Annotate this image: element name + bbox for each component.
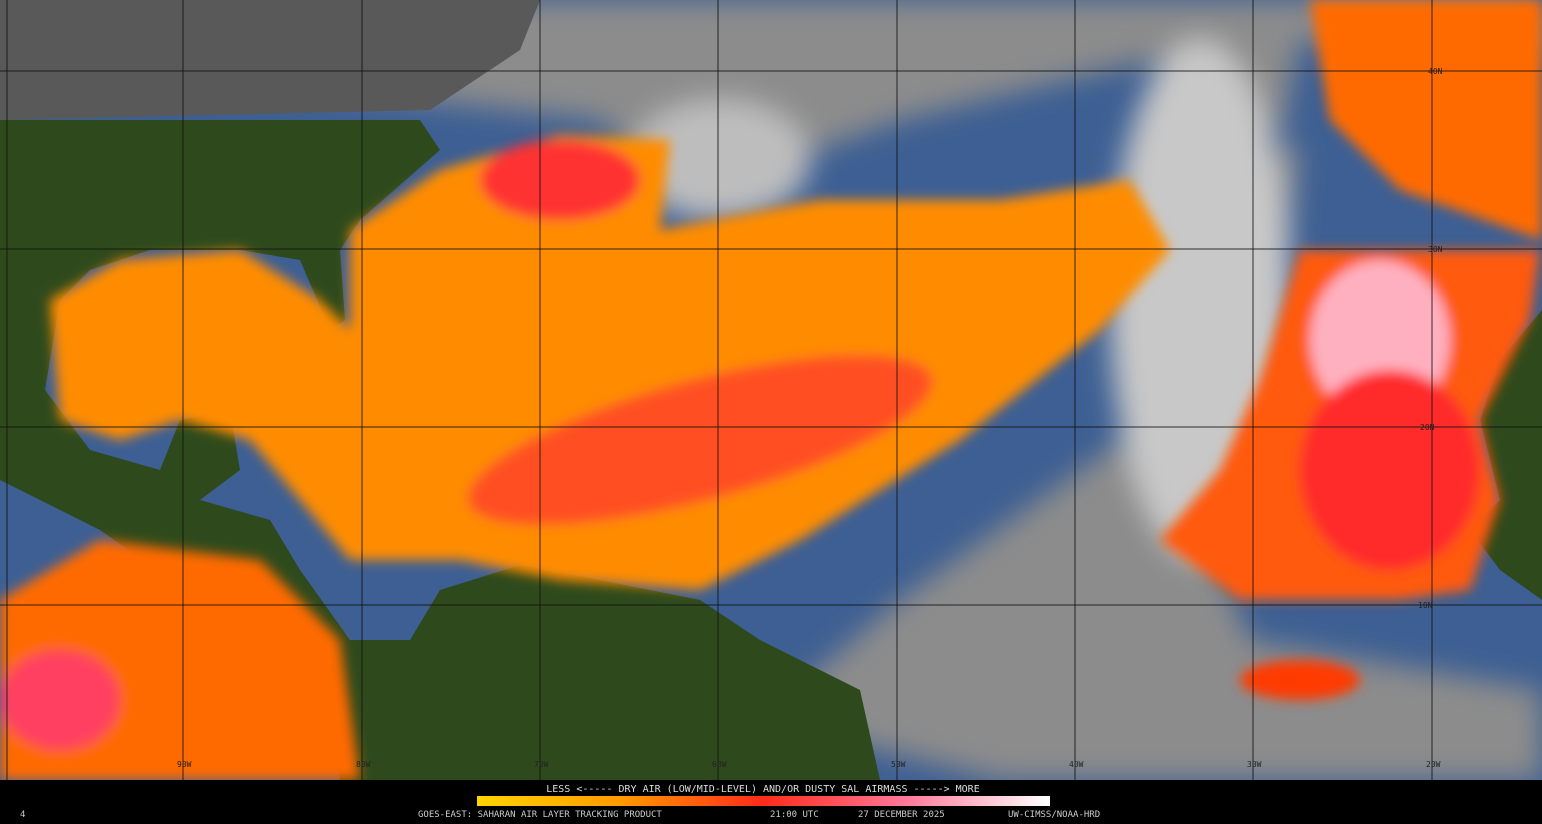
lon-label: 80W [356, 760, 371, 769]
lon-label: 90W [177, 760, 192, 769]
lon-label: 40W [1069, 760, 1084, 769]
lat-label: 20N [1420, 423, 1435, 432]
date: 27 DECEMBER 2025 [858, 810, 945, 820]
lon-label: 20W [1426, 760, 1441, 769]
graticule [0, 0, 1542, 780]
lat-label: 10N [1418, 601, 1433, 610]
lat-label: 30N [1428, 245, 1443, 254]
legend-caption: LESS <----- DRY AIR (LOW/MID-LEVEL) AND/… [546, 784, 979, 795]
lon-label: 60W [712, 760, 727, 769]
credit: UW-CIMSS/NOAA-HRD [1008, 810, 1100, 820]
product-name: GOES-EAST: SAHARAN AIR LAYER TRACKING PR… [418, 810, 662, 820]
lon-label: 70W [534, 760, 549, 769]
lat-label: 40N [1428, 67, 1443, 76]
time: 21:00 UTC [770, 810, 819, 820]
colorbar [477, 796, 1050, 806]
lon-label: 30W [1247, 760, 1262, 769]
lon-label: 50W [891, 760, 906, 769]
corner-label: 4 [20, 810, 25, 820]
